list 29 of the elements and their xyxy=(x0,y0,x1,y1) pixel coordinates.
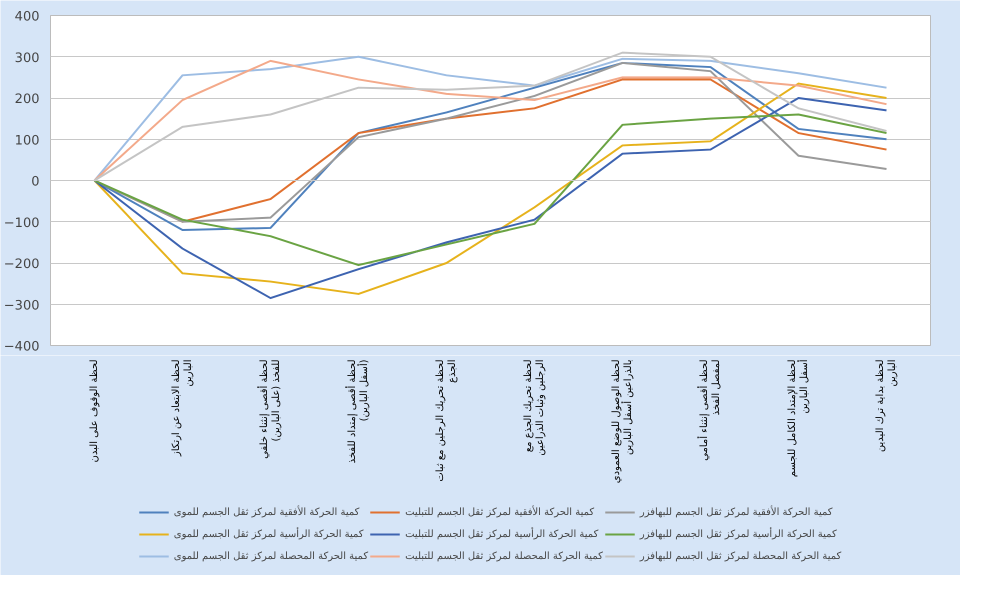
legend-label: كمية الحركة الأفقية لمركز ثقل الجسم للموى xyxy=(174,506,360,518)
x-tick-label: لحظة أقصى إنثناء خلفي للفخذ (على البارين) xyxy=(256,359,282,459)
legend-label: كمية الحركة الرأسية لمركز ثقل الجسم للموى xyxy=(174,528,364,540)
x-tick-label: لحظة بداية ترك اليدين البارين xyxy=(874,359,898,452)
y-tick-label: 300 xyxy=(14,50,40,66)
x-tick-label: لحظة الابتعاد عن ارتكاز البارين xyxy=(170,359,194,458)
y-tick-label: 400 xyxy=(14,10,40,24)
y-tick-label: 100 xyxy=(14,133,40,148)
x-tick-label: لحظة تحريك الجذع مع الرجلين وثبات الذراعين xyxy=(522,359,546,456)
legend-label: كمية الحركة الأفقية لمركز ثقل الجسم للبهافزر xyxy=(640,506,833,518)
legend-label: كمية الحركة الرأسية لمركز ثقل الجسم للبهافزر xyxy=(640,528,837,540)
legend-label: كمية الحركة المحصلة لمركز ثقل الجسم للبهافزر xyxy=(640,550,842,562)
x-tick-label: لحظة أقصى إمتداد للفخذ (أسفل البارين) xyxy=(344,359,370,464)
y-tick-label: −400 xyxy=(4,340,40,354)
x-tick-label: لحظة الوصول للوضع العمودي بالذراعين أسفل البارين xyxy=(610,359,634,484)
y-tick-label: −200 xyxy=(4,257,40,272)
line-series xyxy=(94,114,888,266)
y-tick-label: −300 xyxy=(4,298,40,314)
y-tick-label: 0 xyxy=(31,174,40,190)
legend-label: كمية الحركة الأفقية لمركز ثقل الجسم للتبليت xyxy=(405,506,594,518)
legend-label: كمية الحركة المحصلة لمركز ثقل الجسم للموى xyxy=(174,550,368,562)
y-tick-label: 200 xyxy=(14,92,40,107)
legend-label: كمية الحركة الرأسية لمركز ثقل الجسم للتبليت xyxy=(405,528,598,540)
x-tick-label: لحظة تحريك الرجلين مع ثبات الجذع xyxy=(434,359,458,482)
legend-label: كمية الحركة المحصلة لمركز ثقل الجسم للتبليت xyxy=(405,550,603,562)
x-tick-label: لحظة الإمتداد الكامل للجسم أسفل البارين xyxy=(786,359,810,478)
x-tick-label: لحظة الوقوف على البدن xyxy=(89,359,100,462)
y-tick-label: −100 xyxy=(4,216,40,231)
x-tick-label: لحظة أقصى إنثناء أمامي لمفصل الفخذ xyxy=(696,359,722,461)
